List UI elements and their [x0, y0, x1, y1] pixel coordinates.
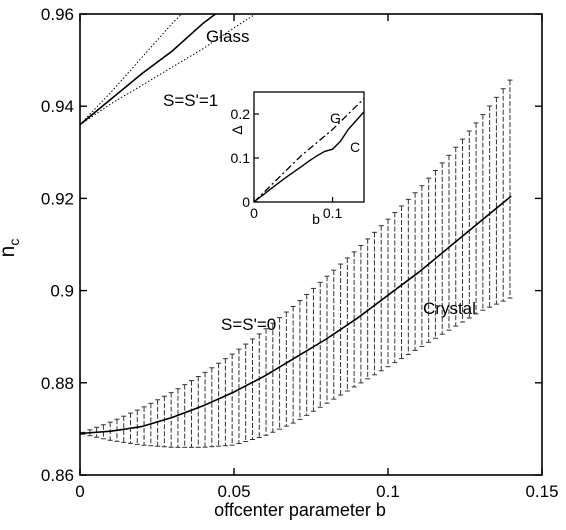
annotation-crystal: Crystal: [423, 299, 476, 318]
inset-axis-ticks: 0 0.1 0 0.1 0.2: [231, 106, 343, 221]
series-glass-dotted-lower: [79, 13, 256, 126]
x-tick-label: 0: [75, 482, 84, 501]
y-axis-label-subscript: c: [6, 239, 22, 246]
y-tick-label: 0.96: [41, 5, 74, 24]
y-tick-label: 0.92: [41, 189, 74, 208]
series-layer: [79, 13, 512, 435]
inset-frame: [253, 91, 365, 203]
y-tick-label: 0.9: [50, 282, 74, 301]
inset-chart: 0 0.1 0 0.1 0.2 b Δ G C: [228, 86, 370, 228]
x-tick-label: 0.1: [376, 482, 400, 501]
series-crystal-solid: [79, 195, 512, 435]
annotation-glass: Glass: [206, 27, 249, 46]
inset-series-layer: [253, 98, 365, 203]
inset-y-tick-label: 0: [242, 194, 250, 210]
inset-series-c: [253, 111, 365, 203]
inset-x-tick-label: 0: [250, 205, 258, 221]
y-tick-label: 0.88: [41, 374, 74, 393]
annotation-glass-params: S=S'=1: [163, 91, 218, 110]
inset-y-tick-label: 0.2: [231, 106, 251, 122]
y-axis-label-main: n: [0, 246, 19, 258]
inset-series-label-g: G: [330, 110, 341, 126]
x-tick-label: 0.05: [217, 482, 250, 501]
inset-y-tick-label: 0.1: [231, 150, 251, 166]
annotation-crystal-params: S=S'=0: [221, 315, 276, 334]
inset-x-tick-label: 0.1: [323, 205, 343, 221]
y-axis-label: nc: [0, 239, 22, 258]
y-tick-label: 0.86: [41, 466, 74, 485]
inset-series-label-c: C: [350, 139, 360, 155]
x-axis-label: offcenter parameter b: [214, 500, 386, 520]
plot-frame: [79, 13, 543, 476]
inset-series-g: [253, 98, 365, 203]
inset-x-axis-label: b: [312, 211, 320, 227]
x-tick-label: 0.15: [525, 482, 558, 501]
y-tick-label: 0.94: [41, 97, 74, 116]
inset-y-axis-label: Δ: [229, 125, 245, 134]
series-glass-solid: [79, 13, 216, 126]
axis-ticks: 0 0.05 0.1 0.15 0.86 0.88 0.9 0.92 0.94 0.96: [41, 5, 559, 501]
